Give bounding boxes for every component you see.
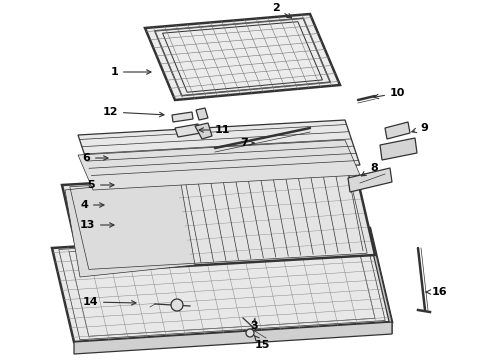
Circle shape (171, 299, 183, 311)
Text: 13: 13 (79, 220, 114, 230)
Polygon shape (196, 108, 208, 120)
Polygon shape (175, 124, 201, 137)
Polygon shape (385, 122, 410, 139)
Polygon shape (348, 168, 392, 192)
Polygon shape (74, 322, 392, 354)
Polygon shape (380, 138, 417, 160)
Text: 6: 6 (82, 153, 108, 163)
Polygon shape (62, 168, 375, 272)
Circle shape (246, 329, 254, 337)
Text: 5: 5 (87, 180, 114, 190)
Polygon shape (52, 228, 392, 342)
Text: 3: 3 (250, 318, 258, 331)
Polygon shape (370, 228, 392, 334)
Polygon shape (145, 14, 340, 100)
Text: 1: 1 (110, 67, 151, 77)
Polygon shape (78, 120, 360, 180)
Polygon shape (172, 112, 193, 122)
Text: 10: 10 (374, 88, 405, 99)
Text: 9: 9 (412, 123, 428, 133)
Polygon shape (65, 178, 195, 277)
Polygon shape (78, 140, 360, 190)
Text: 15: 15 (254, 335, 270, 350)
Text: 8: 8 (362, 163, 378, 176)
Text: 14: 14 (82, 297, 136, 307)
Text: 4: 4 (80, 200, 104, 210)
Text: 2: 2 (272, 3, 292, 18)
Text: 7: 7 (240, 138, 254, 148)
Text: 16: 16 (426, 287, 448, 297)
Text: 12: 12 (102, 107, 164, 117)
Text: 11: 11 (199, 125, 230, 135)
Polygon shape (195, 123, 212, 139)
